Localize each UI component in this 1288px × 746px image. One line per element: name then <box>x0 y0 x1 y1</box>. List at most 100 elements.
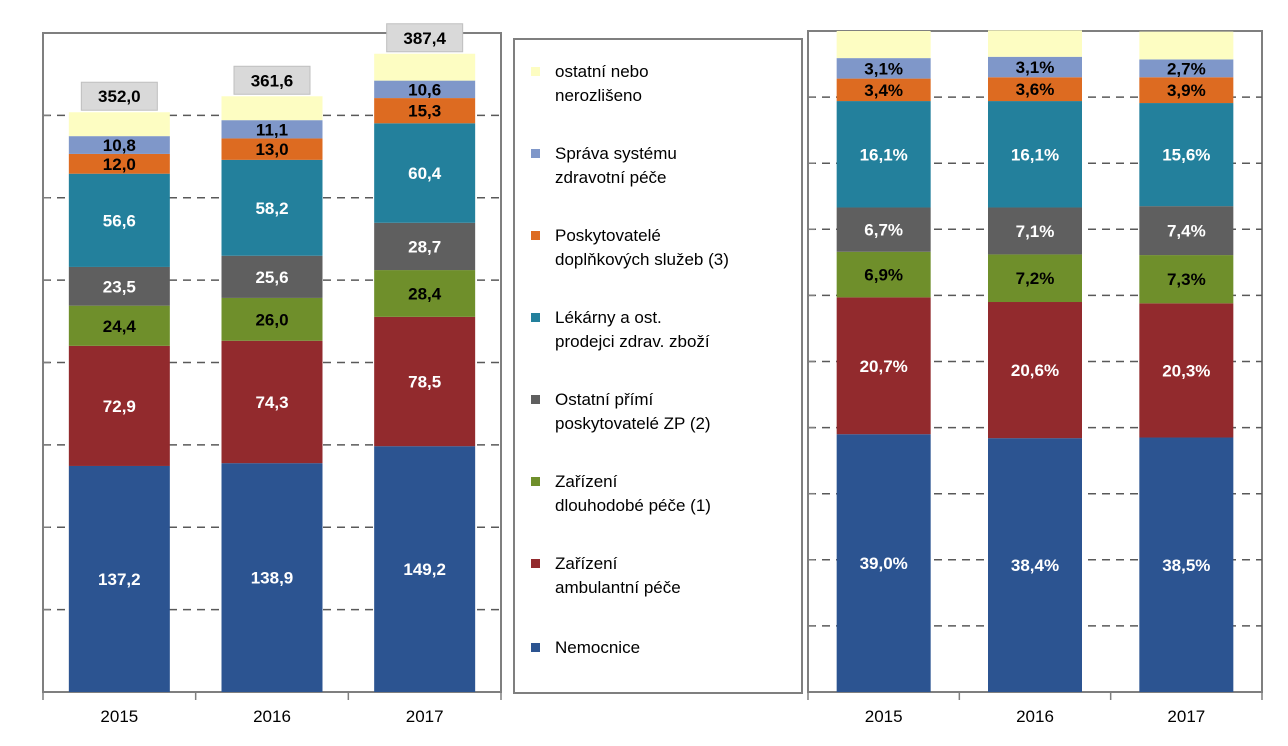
bar-segment <box>1139 255 1234 304</box>
legend-swatch <box>531 313 540 322</box>
data-label: 20,6% <box>1011 361 1059 380</box>
bar-segment <box>374 98 476 124</box>
legend-swatch <box>531 149 540 158</box>
data-label: 6,7% <box>864 221 903 240</box>
data-label: 38,5% <box>1162 556 1210 575</box>
data-label: 78,5 <box>408 373 441 392</box>
bar-segment <box>374 222 476 271</box>
bar-segment <box>221 159 323 256</box>
bar-segment <box>836 434 931 692</box>
legend-label-line: nerozlišeno <box>555 86 642 105</box>
total-label: 361,6 <box>251 71 294 90</box>
bar-segment <box>68 173 170 267</box>
legend-label-line: Zařízení <box>555 554 618 573</box>
data-label: 25,6 <box>255 268 288 287</box>
data-label: 58,2 <box>255 199 288 218</box>
bar-segment <box>68 153 170 174</box>
bar-segment <box>374 53 476 81</box>
bar-segment <box>221 96 323 121</box>
legend-label-line: prodejci zdrav. zboží <box>555 332 710 351</box>
bar-segment <box>374 80 476 99</box>
legend-label: ostatní nebo nerozlišeno <box>555 60 795 108</box>
data-label: 26,0 <box>255 310 288 329</box>
x-tick-label: 2017 <box>1167 707 1205 726</box>
legend-swatch <box>531 559 540 568</box>
data-label: 74,3 <box>255 393 288 412</box>
bar-segment <box>221 297 323 341</box>
data-label: 15,3 <box>408 102 441 121</box>
data-label: 3,6% <box>1016 80 1055 99</box>
data-label: 56,6 <box>103 211 136 230</box>
bar-segment <box>988 438 1082 692</box>
total-label: 387,4 <box>403 29 446 48</box>
legend-label-line: Nemocnice <box>555 638 641 657</box>
data-label: 149,2 <box>403 560 446 579</box>
bar-segment <box>374 316 476 447</box>
data-label: 16,1% <box>1011 145 1059 164</box>
bar-segment <box>68 305 170 346</box>
bar-segment <box>68 266 170 306</box>
data-label: 3,1% <box>1016 58 1055 77</box>
data-label: 10,6 <box>408 80 441 99</box>
legend-label-line: doplňkových služeb (3) <box>555 250 729 269</box>
data-label: 28,7 <box>408 237 441 256</box>
data-label: 16,1% <box>860 145 908 164</box>
data-label: 7,4% <box>1167 222 1206 241</box>
legend-label: Zařízení dlouhodobé péče (1) <box>555 470 795 518</box>
data-label: 38,4% <box>1011 556 1059 575</box>
bar-segment <box>221 340 323 464</box>
legend-label: Správa systému zdravotní péče <box>555 142 795 190</box>
data-label: 13,0 <box>255 140 288 159</box>
legend-swatch <box>531 231 540 240</box>
legend-label: Ostatní přímí poskytovatelé ZP (2) <box>555 388 795 436</box>
bar-segment <box>374 123 476 223</box>
data-label: 7,3% <box>1167 270 1206 289</box>
total-box <box>80 81 158 111</box>
data-label: 20,7% <box>860 357 908 376</box>
legend-swatch <box>531 643 540 652</box>
data-label: 60,4 <box>408 164 442 183</box>
x-tick-label: 2017 <box>406 707 444 726</box>
data-label: 39,0% <box>860 554 908 573</box>
data-label: 3,9% <box>1167 81 1206 100</box>
data-label: 3,1% <box>864 59 903 78</box>
legend-label-line: poskytovatelé ZP (2) <box>555 414 711 433</box>
bar-segment <box>221 463 323 692</box>
bar-segment <box>221 255 323 298</box>
bar-segment <box>836 207 931 252</box>
data-label: 24,4 <box>103 317 137 336</box>
total-box <box>386 23 464 53</box>
data-label: 11,1 <box>256 120 288 139</box>
bar-segment <box>988 77 1082 102</box>
bar-segment <box>68 465 170 692</box>
bar-segment <box>988 254 1082 303</box>
bar-segment <box>988 207 1082 255</box>
bar-segment <box>68 136 170 154</box>
legend-swatch <box>531 67 540 76</box>
bar-segment <box>836 101 931 208</box>
legend-label: Lékárny a ost. prodejci zdrav. zboží <box>555 306 795 354</box>
legend-label-line: Ostatní přímí <box>555 390 654 409</box>
data-label: 138,9 <box>251 569 294 588</box>
legend-swatch <box>531 477 540 486</box>
data-label: 20,3% <box>1162 361 1210 380</box>
bar-segment <box>374 270 476 317</box>
legend-swatch <box>531 395 540 404</box>
bar-segment <box>221 138 323 160</box>
legend-label: Zařízení ambulantní péče <box>555 552 795 600</box>
bar-segment <box>988 30 1082 57</box>
bar-segment <box>988 302 1082 439</box>
x-tick-label: 2016 <box>253 707 291 726</box>
legend-label: Poskytovatelé doplňkových služeb (3) <box>555 224 795 272</box>
bar-segment <box>68 345 170 466</box>
legend-label-line: Správa systému <box>555 144 677 163</box>
bar-segment <box>1139 303 1234 438</box>
x-tick-label: 2015 <box>865 707 903 726</box>
data-label: 7,2% <box>1016 269 1055 288</box>
bar-segment <box>1139 77 1234 104</box>
legend-label-line: Zařízení <box>555 472 618 491</box>
data-label: 23,5 <box>103 277 136 296</box>
bar-segment <box>836 31 931 59</box>
